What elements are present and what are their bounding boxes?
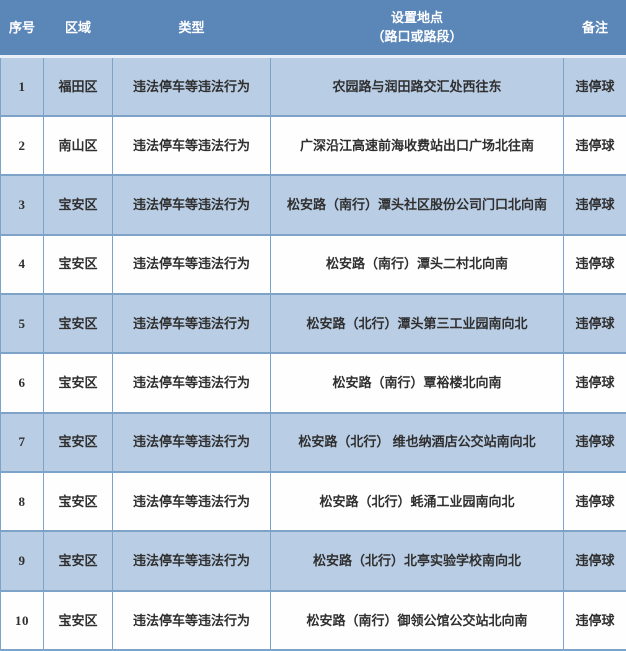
table-cell-type: 违法停车等违法行为 [112,530,271,592]
table-cell-remark: 违停球 [563,589,626,651]
table-cell-index: 6 [0,352,44,414]
table-header-row: 序号 区域 类型 设置地点 （路口或路段） 备注 [0,0,626,58]
table-row: 6 宝安区 违法停车等违法行为 松安路（南行）覃裕楼北向南 违停球 [0,352,626,414]
table-cell-district: 宝安区 [43,174,113,236]
table-cell-index: 10 [0,589,44,651]
table-row: 9 宝安区 违法停车等违法行为 松安路（北行）北亭实验学校南向北 违停球 [0,530,626,592]
table-cell-location: 松安路（南行）御领公馆公交站北向南 [270,589,564,651]
table-cell-location: 松安路（南行）覃裕楼北向南 [270,352,564,414]
table-row: 3 宝安区 违法停车等违法行为 松安路（南行）潭头社区股份公司门口北向南 违停球 [0,174,626,236]
table-cell-type: 违法停车等违法行为 [112,233,271,295]
table-row: 8 宝安区 违法停车等违法行为 松安路（北行）蚝涌工业园南向北 违停球 [0,470,626,533]
table-cell-index: 4 [0,233,44,295]
table-cell-remark: 违停球 [563,233,626,295]
table-cell-district: 宝安区 [43,589,113,651]
table-cell-district: 宝安区 [43,411,113,473]
table-cell-location: 松安路（南行）潭头二村北向南 [270,233,564,295]
column-header-location: 设置地点 （路口或路段） [270,0,564,58]
table-cell-district: 宝安区 [43,352,113,414]
table-cell-location: 松安路（北行）蚝涌工业园南向北 [270,470,564,533]
table-row: 1 福田区 违法停车等违法行为 农园路与润田路交汇处西往东 违停球 [0,55,626,117]
table-cell-remark: 违停球 [563,292,626,355]
table-cell-type: 违法停车等违法行为 [112,352,271,414]
table-row: 2 南山区 违法停车等违法行为 广深沿江高速前海收费站出口广场北往南 违停球 [0,114,626,177]
table-cell-remark: 违停球 [563,55,626,117]
table-row: 7 宝安区 违法停车等违法行为 松安路（北行） 维也纳酒店公交站南向北 违停球 [0,411,626,473]
table-cell-type: 违法停车等违法行为 [112,411,271,473]
table-cell-type: 违法停车等违法行为 [112,589,271,651]
table-cell-location: 松安路（北行）潭头第三工业园南向北 [270,292,564,355]
table-cell-remark: 违停球 [563,411,626,473]
table-cell-district: 宝安区 [43,233,113,295]
table-cell-location: 农园路与润田路交汇处西往东 [270,55,564,117]
column-header-district: 区域 [43,0,113,58]
table-cell-location: 松安路（北行）北亭实验学校南向北 [270,530,564,592]
table-cell-index: 9 [0,530,44,592]
table-cell-type: 违法停车等违法行为 [112,55,271,117]
table-cell-index: 7 [0,411,44,473]
table-cell-index: 5 [0,292,44,355]
table-header: 序号 区域 类型 设置地点 （路口或路段） 备注 [0,0,626,58]
table-cell-district: 宝安区 [43,530,113,592]
table-row: 4 宝安区 违法停车等违法行为 松安路（南行）潭头二村北向南 违停球 [0,233,626,295]
table-cell-district: 南山区 [43,114,113,177]
table-cell-index: 3 [0,174,44,236]
table-row: 5 宝安区 违法停车等违法行为 松安路（北行）潭头第三工业园南向北 违停球 [0,292,626,355]
table-cell-remark: 违停球 [563,174,626,236]
table-cell-type: 违法停车等违法行为 [112,292,271,355]
table-cell-type: 违法停车等违法行为 [112,114,271,177]
table-cell-location: 广深沿江高速前海收费站出口广场北往南 [270,114,564,177]
table-cell-location: 松安路（南行）潭头社区股份公司门口北向南 [270,174,564,236]
table-cell-remark: 违停球 [563,470,626,533]
table-cell-location: 松安路（北行） 维也纳酒店公交站南向北 [270,411,564,473]
table-cell-district: 宝安区 [43,470,113,533]
column-header-index: 序号 [0,0,44,58]
column-header-type: 类型 [112,0,271,58]
table-cell-remark: 违停球 [563,114,626,177]
table-cell-index: 8 [0,470,44,533]
table-cell-district: 宝安区 [43,292,113,355]
table-cell-district: 福田区 [43,55,113,117]
table-row: 10 宝安区 违法停车等违法行为 松安路（南行）御领公馆公交站北向南 违停球 [0,589,626,651]
table-cell-index: 2 [0,114,44,177]
table-cell-type: 违法停车等违法行为 [112,470,271,533]
table-cell-type: 违法停车等违法行为 [112,174,271,236]
column-header-remark: 备注 [563,0,626,58]
table-cell-index: 1 [0,55,44,117]
table-cell-remark: 违停球 [563,352,626,414]
table-cell-remark: 违停球 [563,530,626,592]
table-body: 1 福田区 违法停车等违法行为 农园路与润田路交汇处西往东 违停球 2 南山区 违法停车等违法… [0,55,626,651]
